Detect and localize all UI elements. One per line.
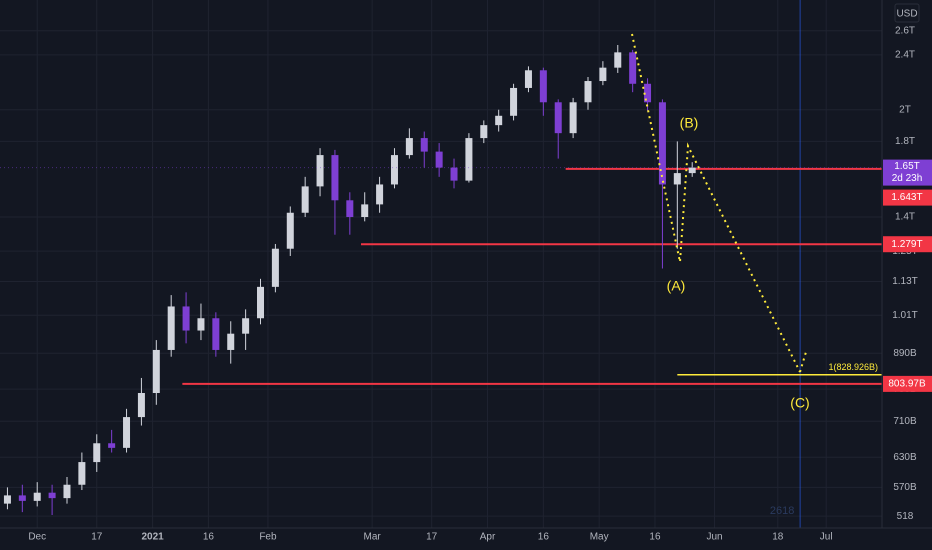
candle-body bbox=[257, 286, 265, 319]
candle-body bbox=[688, 167, 696, 174]
candle-body bbox=[63, 484, 71, 499]
levels: 2618 1(828.926B) bbox=[182, 0, 882, 528]
candle-body bbox=[584, 81, 592, 103]
candle-body bbox=[644, 83, 652, 103]
wave-label: (C) bbox=[790, 395, 809, 411]
candle-body bbox=[331, 155, 339, 201]
countdown: 2d 23h bbox=[892, 173, 923, 184]
x-tick-label: 16 bbox=[649, 532, 661, 543]
cursor-label: 2618 bbox=[770, 505, 794, 517]
candle-body bbox=[495, 115, 503, 126]
y-tick-label: 2.6T bbox=[895, 25, 915, 36]
candle-body bbox=[152, 349, 160, 394]
candle-body bbox=[554, 102, 562, 134]
candle-body bbox=[435, 151, 443, 168]
candle-body bbox=[182, 306, 190, 331]
candle-body bbox=[539, 70, 547, 103]
candle-body bbox=[629, 52, 637, 84]
x-tick-label: 16 bbox=[203, 532, 215, 543]
axis-labels: 2.6T2.4T2T1.8T1.4T1.25T1.13T1.01T890B790… bbox=[0, 25, 932, 543]
x-tick-label: 17 bbox=[426, 532, 438, 543]
candle-body bbox=[450, 167, 458, 181]
level-tag-label: 1.643T bbox=[891, 192, 922, 203]
candle-body bbox=[286, 212, 294, 249]
candle-body bbox=[316, 155, 324, 187]
candle-body bbox=[212, 318, 220, 350]
level-tag bbox=[883, 375, 932, 392]
candle-body bbox=[524, 70, 532, 88]
candle-body bbox=[346, 200, 354, 218]
y-tick-label: 1.01T bbox=[892, 310, 918, 321]
candle-body bbox=[33, 492, 41, 501]
y-tick-label: 1.8T bbox=[895, 136, 915, 147]
candle-body bbox=[227, 333, 235, 350]
candle-body bbox=[361, 204, 369, 218]
fib-label: 1(828.926B) bbox=[828, 362, 878, 372]
x-tick-label: Jun bbox=[706, 532, 722, 543]
candle-body bbox=[18, 495, 26, 501]
candle-body bbox=[242, 318, 250, 334]
x-tick-label: 16 bbox=[538, 532, 550, 543]
candle-body bbox=[614, 52, 622, 68]
y-tick-label: 630B bbox=[893, 452, 917, 463]
x-tick-label: 2021 bbox=[141, 532, 164, 543]
y-tick-label: 518 bbox=[897, 511, 914, 522]
candle-body bbox=[197, 318, 205, 331]
x-tick-label: 17 bbox=[91, 532, 103, 543]
candle-body bbox=[405, 138, 413, 156]
x-tick-label: Dec bbox=[28, 532, 46, 543]
currency: USD bbox=[896, 9, 917, 20]
last-price-tag bbox=[883, 159, 932, 186]
candle-body bbox=[376, 184, 384, 205]
level-tag bbox=[883, 189, 932, 206]
candle-body bbox=[510, 87, 518, 116]
y-tick-label: 2.4T bbox=[895, 49, 915, 60]
y-tick-label: 2T bbox=[899, 104, 911, 115]
candle-body bbox=[390, 155, 398, 185]
y-tick-label: 1.13T bbox=[892, 276, 918, 287]
candle-body bbox=[658, 102, 666, 185]
x-tick-label: 18 bbox=[772, 532, 784, 543]
candle-body bbox=[599, 67, 607, 82]
level-tag-label: 1.279T bbox=[891, 239, 922, 250]
candle-body bbox=[137, 393, 145, 418]
candle-body bbox=[301, 186, 309, 213]
y-tick-label: 1.4T bbox=[895, 212, 915, 223]
x-tick-label: Jul bbox=[820, 532, 833, 543]
candle-body bbox=[78, 462, 86, 485]
candle-body bbox=[465, 138, 473, 181]
currency-box bbox=[894, 3, 920, 23]
y-tick-label: 570B bbox=[893, 482, 917, 493]
candle-body bbox=[480, 125, 488, 139]
candle-body bbox=[108, 443, 116, 448]
candle-body bbox=[167, 306, 175, 350]
grid bbox=[0, 0, 882, 528]
candle-body bbox=[271, 248, 279, 287]
x-tick-label: Feb bbox=[259, 532, 277, 543]
y-tick-label: 890B bbox=[893, 348, 917, 359]
level-tag bbox=[883, 236, 932, 253]
last-price-label: 1.65T bbox=[894, 161, 920, 172]
candle-body bbox=[48, 492, 56, 499]
wave-path bbox=[631, 33, 801, 373]
candle-body bbox=[3, 495, 11, 504]
candle-body bbox=[93, 443, 101, 463]
x-tick-label: May bbox=[590, 532, 609, 543]
candle-body bbox=[420, 138, 428, 152]
y-tick-label: 710B bbox=[893, 416, 917, 427]
wave-label: (B) bbox=[680, 115, 699, 131]
candle-body bbox=[123, 417, 131, 448]
candle-body bbox=[569, 102, 577, 134]
candles bbox=[3, 44, 696, 515]
candle-body bbox=[673, 173, 681, 185]
price-axis bbox=[882, 0, 932, 550]
level-tag-label: 803.97B bbox=[888, 379, 926, 390]
wave-label: (A) bbox=[667, 278, 686, 294]
x-tick-label: Mar bbox=[364, 532, 382, 543]
x-tick-label: Apr bbox=[480, 532, 496, 543]
